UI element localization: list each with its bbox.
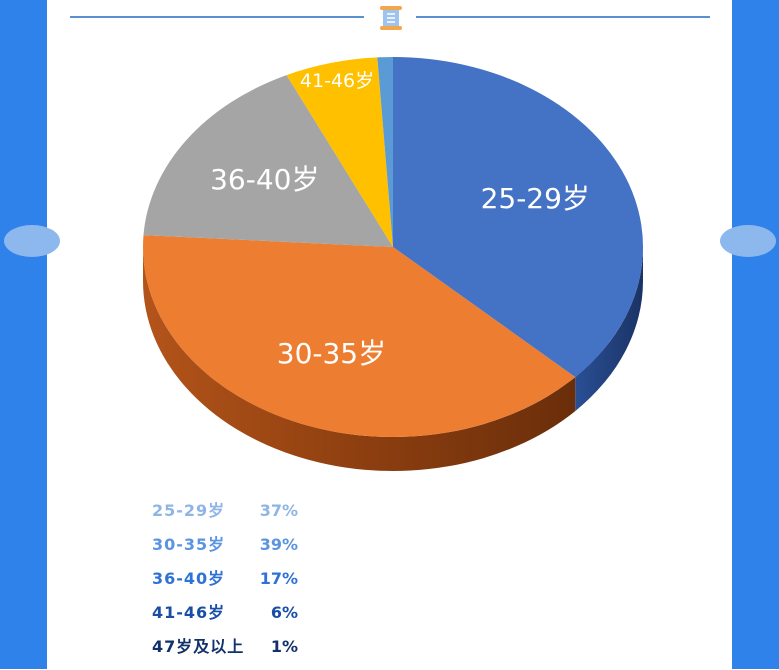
legend-row: 41-46岁 6%	[152, 602, 298, 636]
pie-slice	[286, 57, 393, 247]
legend-label: 30-35岁	[152, 535, 226, 554]
legend-row: 30-35岁 39%	[152, 534, 298, 568]
pie-tops	[142, 57, 643, 438]
right-side-dot	[720, 225, 776, 257]
scroll-icon	[380, 6, 402, 30]
legend-percent: 6%	[270, 603, 298, 622]
pie-slice-label: 41-46岁	[300, 70, 374, 92]
left-side-dot	[4, 225, 60, 257]
legend-row: 47岁及以上 1%	[152, 636, 298, 670]
pie-labels: 25-29岁 30-35岁 36-40岁 41-46岁	[210, 70, 590, 370]
legend-percent: 37%	[259, 501, 298, 520]
pie-slice-label: 25-29岁	[481, 182, 590, 215]
pie-slice-side	[575, 247, 643, 412]
legend-label: 47岁及以上	[152, 637, 245, 656]
pie-slice	[143, 75, 393, 248]
legend-row: 36-40岁 17%	[152, 568, 298, 602]
legend-percent: 17%	[259, 569, 298, 588]
pie-slice	[377, 57, 393, 247]
legend-label: 25-29岁	[152, 501, 226, 520]
legend: 25-29岁 37% 30-35岁 39% 36-40岁 17% 41-46岁 6% 47岁及以…	[152, 500, 298, 670]
legend-row: 25-29岁 37%	[152, 500, 298, 534]
pie-slice-label: 36-40岁	[210, 163, 319, 196]
header-divider-right	[416, 16, 710, 18]
legend-label: 36-40岁	[152, 569, 226, 588]
legend-percent: 1%	[270, 637, 298, 656]
pie-slice-label: 30-35岁	[277, 337, 386, 370]
pie-slice	[142, 235, 576, 438]
pie-slice-side	[143, 247, 576, 471]
pie-slice	[393, 57, 643, 378]
right-side-bar	[732, 0, 779, 669]
legend-percent: 39%	[259, 535, 298, 554]
pie-sides	[143, 247, 643, 471]
header-divider-left	[70, 16, 364, 18]
left-side-bar	[0, 0, 47, 669]
legend-label: 41-46岁	[152, 603, 226, 622]
